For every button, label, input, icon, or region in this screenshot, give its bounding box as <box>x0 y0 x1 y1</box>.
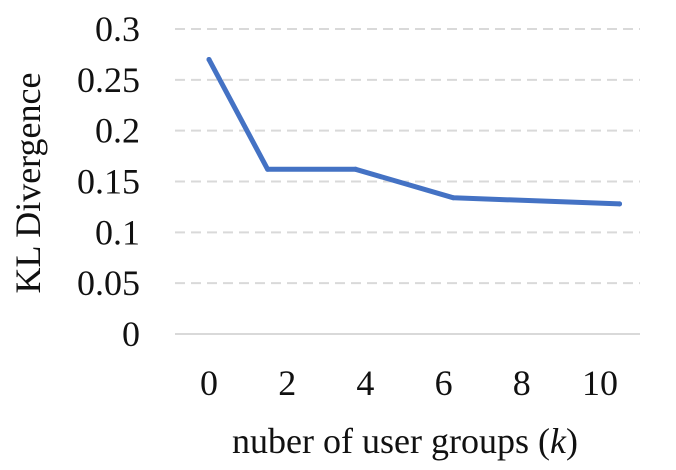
x-tick-label: 4 <box>356 363 374 403</box>
gridlines <box>175 28 640 335</box>
y-tick-label: 0.05 <box>77 263 140 303</box>
y-tick-label: 0 <box>122 314 140 354</box>
y-tick-label: 0.3 <box>95 9 140 49</box>
x-tick-label: 8 <box>513 363 531 403</box>
data-point <box>265 166 271 172</box>
series-line <box>206 57 622 207</box>
y-axis-label: KL Divergence <box>8 73 48 294</box>
data-point <box>617 201 623 207</box>
y-tick-label: 0.15 <box>77 162 140 202</box>
y-tick-labels: 0 0.05 0.1 0.15 0.2 0.25 0.3 <box>77 9 140 354</box>
y-tick-label: 0.1 <box>95 212 140 252</box>
x-axis-label-prefix: nuber of user groups ( <box>232 421 550 461</box>
x-axis-label-suffix: ) <box>566 421 578 461</box>
data-point <box>450 195 456 201</box>
x-tick-label: 10 <box>582 363 618 403</box>
series-layer <box>206 57 623 207</box>
x-tick-label: 2 <box>278 363 296 403</box>
x-axis-label: nuber of user groups (k) <box>232 421 578 461</box>
x-axis-label-variable: k <box>550 421 567 461</box>
data-point <box>206 57 212 62</box>
x-tick-label: 6 <box>435 363 453 403</box>
y-tick-label: 0.25 <box>77 60 140 100</box>
x-tick-label: 0 <box>200 363 218 403</box>
y-tick-label: 0.2 <box>95 111 140 151</box>
x-tick-labels: 0 2 4 6 8 10 <box>200 363 618 403</box>
data-point <box>353 166 359 172</box>
